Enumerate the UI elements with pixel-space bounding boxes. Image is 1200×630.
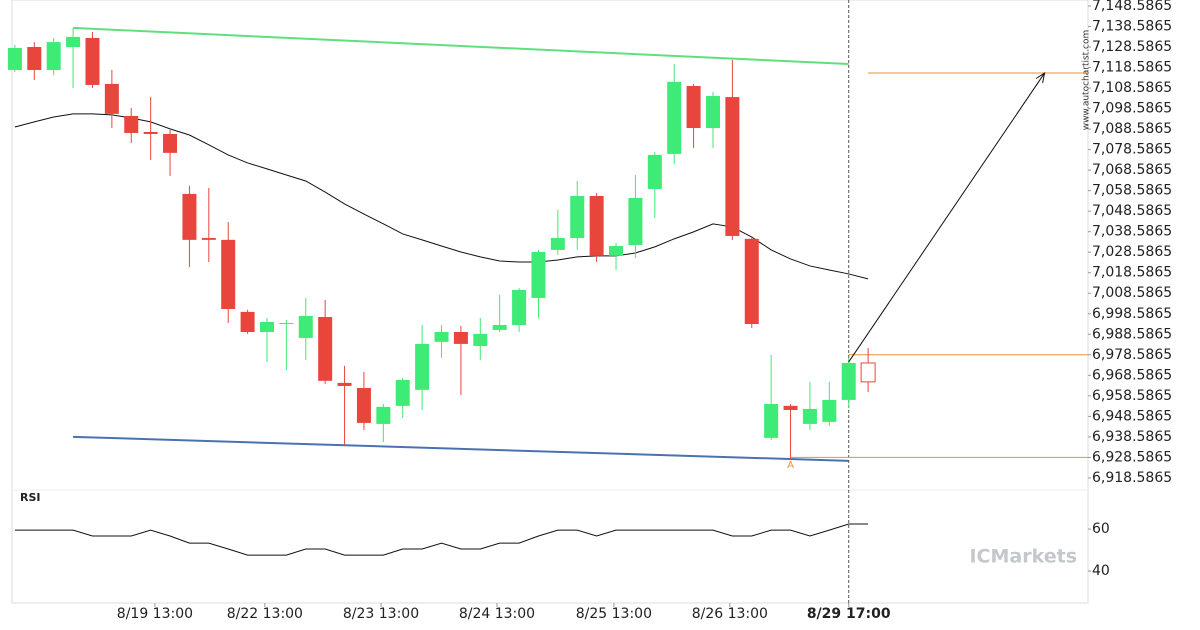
candle-body	[705, 96, 720, 129]
moving-average	[14, 113, 869, 280]
x-tick-label: 8/22 13:00	[227, 606, 303, 622]
y-tick-label: 7,098.5865	[1092, 101, 1172, 117]
y-tick-label: 7,038.5865	[1092, 224, 1172, 240]
candle-body	[163, 133, 178, 153]
x-tick-label: 8/24 13:00	[459, 606, 535, 622]
y-tick-label: 6,938.5865	[1092, 429, 1172, 445]
candle-body	[279, 322, 294, 324]
candle-body	[46, 42, 61, 70]
trend-line	[73, 26, 849, 66]
candle-body	[492, 325, 507, 330]
y-tick-label: 7,058.5865	[1092, 183, 1172, 199]
y-tick-label: 6,918.5865	[1092, 470, 1172, 486]
candle-body	[27, 46, 42, 70]
candle-body	[453, 332, 468, 344]
y-tick-label: 6,948.5865	[1092, 408, 1172, 424]
candle-body	[667, 81, 682, 154]
logo: ICMarkets	[969, 546, 1077, 568]
y-tick-label: 7,008.5865	[1092, 285, 1172, 301]
y-tick-label: 7,088.5865	[1092, 121, 1172, 137]
y-tick-label: 6,978.5865	[1092, 347, 1172, 363]
y-tick-label: 6,988.5865	[1092, 326, 1172, 342]
candle-body	[473, 333, 488, 346]
y-tick-label: 6,968.5865	[1092, 367, 1172, 383]
rsi-title: RSI	[20, 491, 41, 504]
candle-body	[201, 238, 216, 240]
candle-body	[240, 311, 255, 333]
x-tick-label: 8/19 13:00	[117, 606, 193, 622]
y-tick-label: 7,028.5865	[1092, 244, 1172, 260]
plot-frame	[11, 0, 1089, 604]
candle-body	[686, 85, 701, 129]
candle-body	[783, 405, 798, 410]
candle-body	[337, 382, 352, 386]
candle-body	[85, 37, 100, 85]
y-tick-label: 7,108.5865	[1092, 80, 1172, 96]
y-tick-label: 7,078.5865	[1092, 142, 1172, 158]
candle-body	[298, 315, 313, 338]
candle-body	[570, 195, 585, 239]
candle-body	[609, 246, 624, 256]
candle-body	[7, 48, 22, 70]
candle-body	[550, 238, 565, 250]
y-tick-label: 6,958.5865	[1092, 388, 1172, 404]
annotation: A	[787, 460, 794, 471]
candle-body	[860, 362, 876, 383]
x-tick-label: 8/23 13:00	[343, 606, 419, 622]
candle-body	[356, 388, 371, 423]
candle-body	[395, 380, 410, 406]
trend-line	[73, 435, 849, 462]
candle-body	[628, 198, 643, 245]
x-tick-label: 8/25 13:00	[576, 606, 652, 622]
y-tick-label: 6,928.5865	[1092, 449, 1172, 465]
candle-body	[647, 154, 662, 189]
y-tick-label: 7,018.5865	[1092, 265, 1172, 281]
candle-body	[512, 289, 527, 326]
y-tick-label: 7,128.5865	[1092, 39, 1172, 55]
y-tick-label: 7,118.5865	[1092, 60, 1172, 76]
y-tick-label: 6,998.5865	[1092, 306, 1172, 322]
candle-body	[182, 193, 197, 240]
candle-body	[434, 332, 449, 342]
y-tick-label: 7,148.5865	[1092, 0, 1172, 14]
candle-body	[802, 408, 817, 424]
candle-body	[143, 131, 158, 134]
x-tick-label: 8/26 13:00	[692, 606, 768, 622]
candle-body	[744, 238, 759, 324]
candle-body	[259, 321, 274, 333]
candle-body	[589, 195, 604, 256]
candle-body	[415, 343, 430, 390]
y-tick-label: 7,068.5865	[1092, 162, 1172, 178]
rsi-line	[14, 523, 869, 556]
candle-body	[531, 251, 546, 298]
arrow-head	[1035, 71, 1046, 83]
arrow-line	[848, 72, 1045, 363]
y-tick-label: 60	[1092, 521, 1110, 537]
candle-body	[221, 239, 236, 310]
candle-body	[822, 399, 837, 422]
x-tick-label: 8/29 17:00	[807, 606, 891, 622]
candle-body	[841, 362, 856, 400]
candle-body	[725, 97, 740, 236]
candle-body	[318, 317, 333, 381]
y-tick-label: 7,138.5865	[1092, 18, 1172, 34]
candle-body	[376, 406, 391, 424]
candle-body	[124, 115, 139, 133]
y-tick-label: 40	[1092, 563, 1110, 579]
candle-body	[764, 404, 779, 438]
y-tick-label: 7,048.5865	[1092, 203, 1172, 219]
candle-body	[66, 36, 81, 47]
candle-body	[104, 83, 119, 114]
watermark: www.autochartist.com	[1082, 30, 1092, 131]
